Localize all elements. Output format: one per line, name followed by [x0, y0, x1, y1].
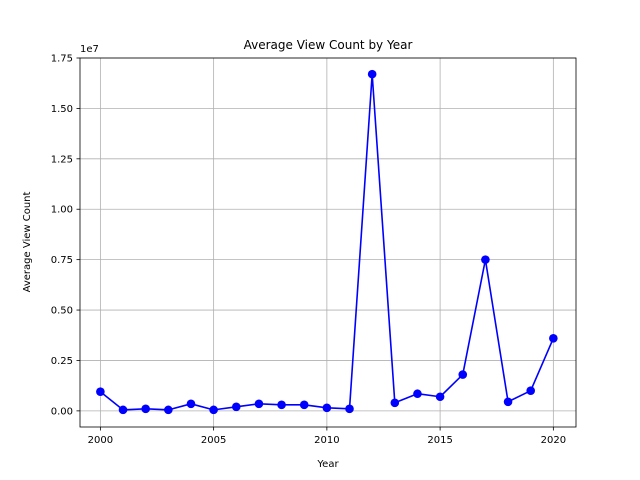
y-axis-label: Average View Count — [22, 192, 33, 293]
data-point — [322, 403, 332, 413]
x-tick-label: 2015 — [427, 435, 452, 446]
data-point — [390, 398, 400, 408]
x-tick-label: 2005 — [201, 435, 226, 446]
y-tick-label: 1.00 — [51, 205, 73, 216]
data-point — [549, 333, 558, 343]
y-tick-label: 0.00 — [51, 406, 73, 417]
data-point — [526, 386, 536, 396]
data-point — [209, 405, 218, 415]
axes-frame — [79, 57, 577, 428]
data-point — [435, 392, 445, 402]
data-point — [231, 402, 241, 412]
data-point — [481, 255, 490, 264]
x-tick-label: 2000 — [88, 435, 113, 446]
data-series — [96, 69, 558, 415]
data-point — [254, 399, 264, 409]
axes — [79, 57, 577, 428]
data-point — [503, 397, 513, 407]
tick-labels: 2000 2005 2010 2015 2020 0.00 0.25 0.50 0.75 1.00… — [51, 54, 566, 447]
data-point — [299, 400, 309, 410]
data-point — [118, 405, 128, 415]
chart-title: Average View Count by Year — [244, 38, 413, 52]
data-point — [141, 404, 150, 414]
data-point — [413, 389, 422, 399]
y-tick-label: 1.50 — [51, 104, 73, 115]
data-point — [367, 69, 377, 79]
data-point — [186, 399, 196, 409]
x-tick-label: 2010 — [314, 435, 339, 446]
data-point — [277, 400, 286, 410]
y-tick-label: 1.75 — [51, 54, 73, 65]
data-point — [345, 404, 354, 414]
y-axis-offset-text: 1e7 — [80, 44, 99, 55]
data-point — [164, 405, 173, 415]
y-tick-label: 1.25 — [51, 154, 73, 165]
plot-area — [80, 58, 576, 427]
grid-lines — [80, 57, 576, 427]
data-point — [96, 387, 105, 397]
x-tick-label: 2020 — [541, 435, 566, 446]
y-tick-label: 0.50 — [51, 306, 73, 317]
y-tick-label: 0.75 — [51, 255, 73, 266]
data-point — [458, 370, 468, 379]
y-tick-label: 0.25 — [51, 356, 73, 367]
x-axis-label: Year — [316, 459, 339, 470]
